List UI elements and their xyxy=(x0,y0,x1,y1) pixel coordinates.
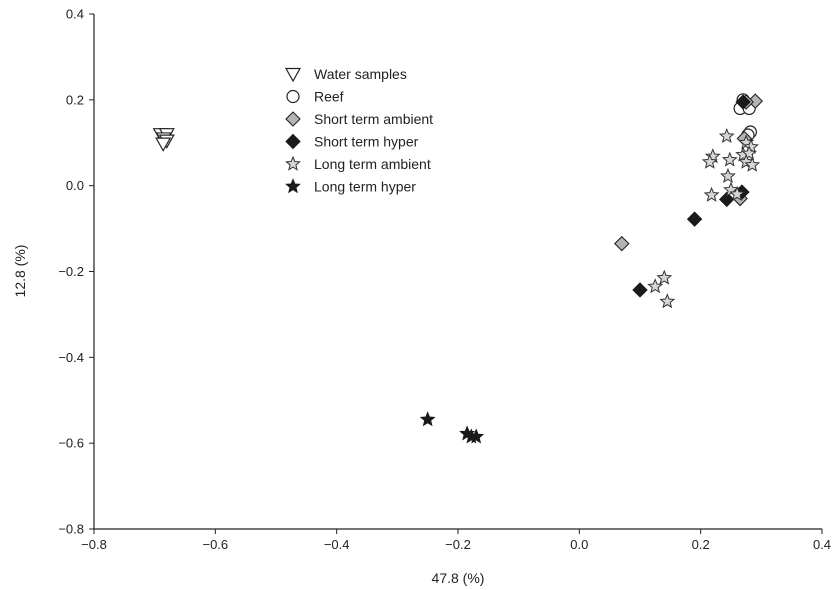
legend-label: Short term hyper xyxy=(314,134,419,150)
series-5 xyxy=(419,411,485,444)
legend-marker xyxy=(286,89,300,104)
series-3 xyxy=(632,94,751,298)
x-axis-title: 47.8 (%) xyxy=(432,570,485,586)
legend-label: Long term ambient xyxy=(314,156,431,172)
data-point xyxy=(701,153,718,169)
data-point xyxy=(729,185,745,201)
data-point xyxy=(686,211,703,227)
series-0 xyxy=(152,128,175,152)
y-tick-label: −0.8 xyxy=(58,522,84,537)
data-point xyxy=(656,269,673,285)
data-point xyxy=(647,278,664,294)
y-tick-label: 0.2 xyxy=(66,92,84,107)
legend-marker xyxy=(285,155,301,171)
data-point xyxy=(719,191,735,208)
data-point xyxy=(632,282,648,298)
y-tick-label: −0.2 xyxy=(58,264,84,279)
data-point xyxy=(703,186,720,202)
y-tick-label: 0.4 xyxy=(66,7,84,22)
data-point xyxy=(735,94,751,110)
data-points xyxy=(152,93,764,444)
legend-marker xyxy=(284,67,302,83)
legend-label: Water samples xyxy=(314,66,407,82)
x-tick-label: 0.4 xyxy=(813,537,831,552)
data-point xyxy=(744,156,761,172)
x-tick-label: −0.8 xyxy=(81,537,107,552)
x-tick-label: −0.2 xyxy=(445,537,471,552)
legend-label: Short term ambient xyxy=(314,111,433,127)
series-2 xyxy=(614,93,764,252)
y-tick-label: 0.0 xyxy=(66,178,84,193)
legend-marker xyxy=(285,111,301,127)
legend-label: Long term hyper xyxy=(314,179,416,195)
data-point xyxy=(419,411,436,427)
y-ticks: −0.8 −0.6 −0.4 −0.2 0.0 0.2 0.4 xyxy=(58,7,94,537)
series-4 xyxy=(647,127,761,309)
legend-marker xyxy=(285,133,301,150)
y-tick-label: −0.6 xyxy=(58,436,84,451)
x-tick-label: 0.2 xyxy=(692,537,710,552)
data-point xyxy=(720,167,736,183)
legend-label: Reef xyxy=(314,89,344,105)
data-point xyxy=(468,428,485,444)
legend-marker xyxy=(285,178,301,194)
axes xyxy=(93,14,822,530)
x-tick-label: −0.4 xyxy=(324,537,350,552)
data-point xyxy=(659,293,676,309)
legend: Water samples Reef Short term ambient Short… xyxy=(284,66,433,195)
y-tick-label: −0.4 xyxy=(58,350,84,365)
x-tick-label: 0.0 xyxy=(570,537,588,552)
data-point xyxy=(741,145,758,161)
data-point xyxy=(155,137,172,152)
x-tick-label: −0.6 xyxy=(202,537,228,552)
data-point xyxy=(721,151,738,167)
data-point xyxy=(718,127,735,144)
x-ticks: −0.8 −0.6 −0.4 −0.2 0.0 0.2 0.4 xyxy=(81,529,831,552)
data-point xyxy=(614,235,630,252)
y-axis-title: 12.8 (%) xyxy=(12,245,28,298)
